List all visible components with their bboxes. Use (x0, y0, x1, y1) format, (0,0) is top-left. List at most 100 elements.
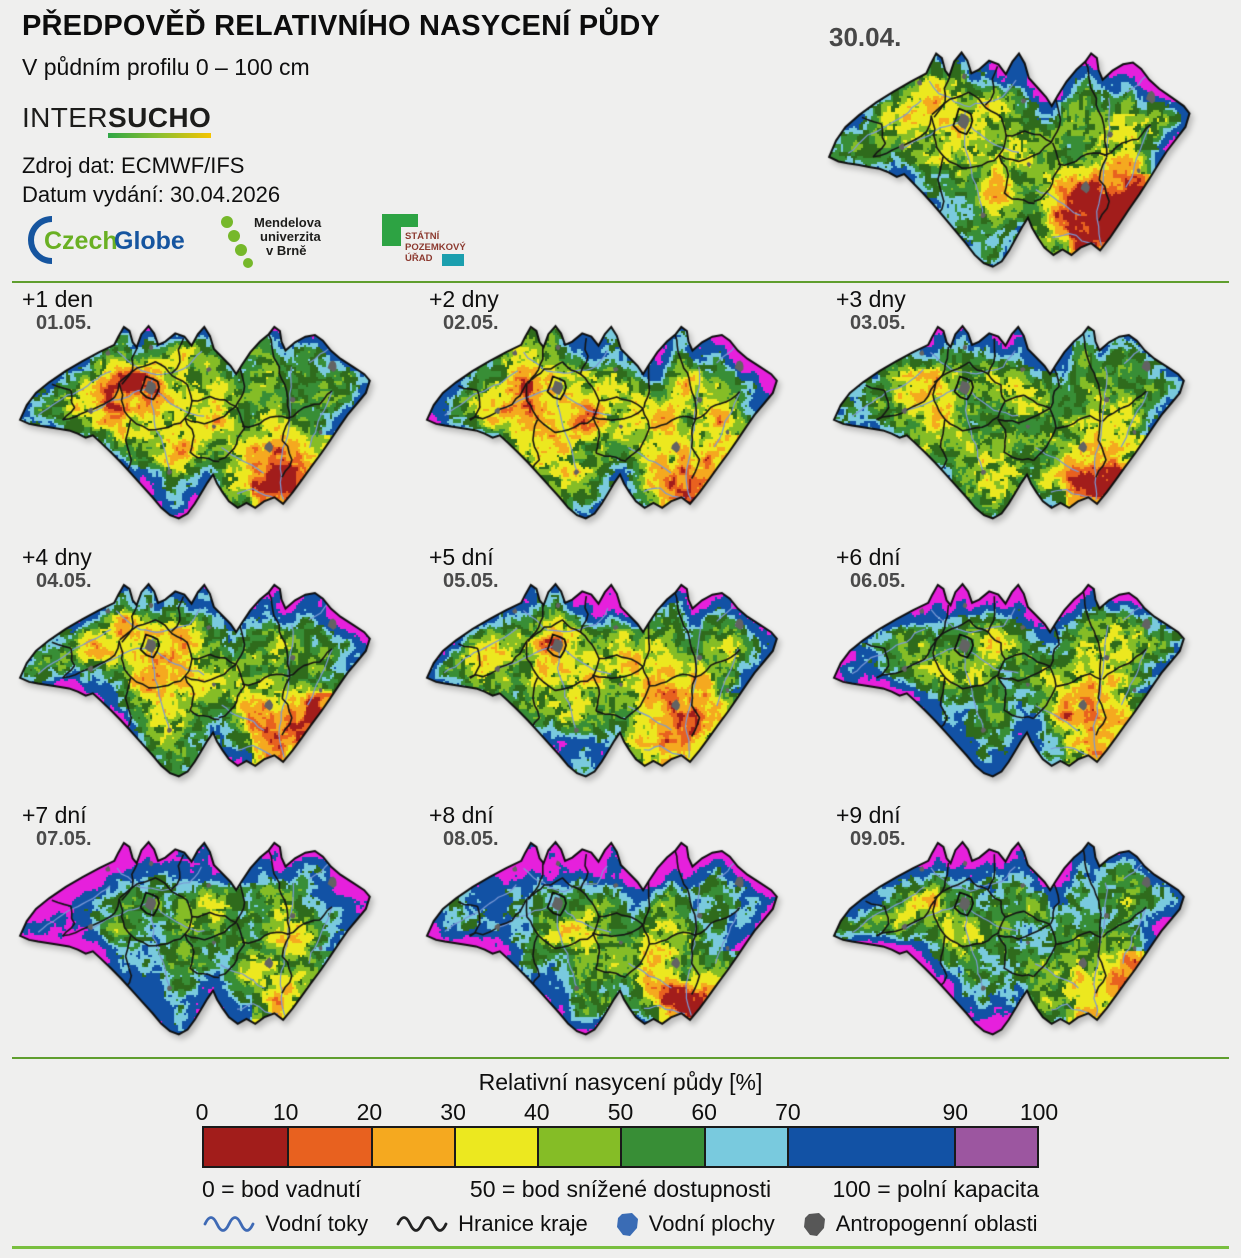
legend-symbol-rivers: Vodní toky (203, 1211, 368, 1237)
data-source: Zdroj dat: ECMWF/IFS (22, 153, 245, 178)
forecast-grid: +1 den 01.05. +2 dny 02.05. +3 dny 03.05… (0, 283, 1241, 1057)
legend-color-segment (703, 1128, 788, 1166)
urban-blob-icon (803, 1212, 825, 1236)
intersucho-logo: INTERSUCHO (22, 102, 660, 138)
legend-color-segment (537, 1128, 621, 1166)
legend-tick-label: 20 (356, 1099, 383, 1125)
mendelu-text-2: univerzita (260, 229, 321, 244)
mendelu-text-3: v Brně (266, 243, 306, 258)
mendelu-dot-icon (235, 244, 247, 256)
forecast-offset-label: +5 dní (429, 544, 494, 570)
forecast-offset-label: +4 dny (22, 544, 92, 570)
legend-ticks: 0 10 20 30 40 50 60 70 90 100 (196, 1099, 1059, 1126)
overview-map-date: 30.04. (829, 22, 902, 52)
page-title: PŘEDPOVĚĎ RELATIVNÍHO NASYCENÍ PŮDY (22, 10, 661, 42)
forecast-date-label: 07.05. (36, 828, 92, 850)
legend-tick-label: 0 (195, 1099, 209, 1125)
legend-point-label-50: 50 = bod snížené dostupnosti (469, 1176, 772, 1202)
forecast-date-label: 09.05. (850, 828, 906, 850)
czechglobe-logo: Czech Globe (28, 216, 185, 264)
forecast-offset-label: +7 dní (22, 802, 87, 828)
issue-date-line: Datum vydání: 30.04.2026 (22, 180, 660, 209)
legend: Relativní nasycení půdy [%] 0 10 20 30 40 50 6… (0, 1069, 1241, 1249)
legend-symbols: Vodní toky Hranice kraje Vodní plochy An… (0, 1211, 1241, 1237)
legend-color-segment (287, 1128, 371, 1166)
forecast-map-canvas-8 (421, 829, 819, 1041)
spu-flag-icon (382, 227, 401, 246)
forecast-date-label: 01.05. (36, 312, 92, 334)
legend-point-labels: 0 = bod vadnutí 50 = bod snížené dostupn… (202, 1176, 1039, 1204)
forecast-map-cell-5: +5 dní 05.05. (417, 541, 824, 799)
forecast-map-cell-7: +7 dní 07.05. (10, 799, 417, 1057)
forecast-map-canvas-5 (421, 571, 819, 783)
legend-color-segment (204, 1128, 288, 1166)
water-blob-icon (616, 1212, 638, 1236)
legend-color-segment (953, 1128, 1037, 1166)
forecast-date-label: 03.05. (850, 312, 906, 334)
legend-tick-label: 40 (524, 1099, 550, 1125)
forecast-offset-label: +8 dní (429, 802, 494, 828)
forecast-offset-label: +1 den (22, 286, 93, 312)
legend-symbol-label: Antropogenní oblasti (835, 1211, 1038, 1236)
legend-bar-zone: 0 10 20 30 40 50 60 70 90 100 0 = bod vadnutí 50 … (196, 1099, 1059, 1204)
forecast-date-label: 05.05. (443, 570, 499, 592)
footer-line (12, 1246, 1229, 1249)
intersucho-logo-part2: SUCHO (108, 102, 212, 138)
forecast-offset-label: +9 dní (836, 802, 901, 828)
spu-text-1: STÁTNÍ (405, 231, 440, 242)
forecast-map-canvas-9 (828, 829, 1226, 1041)
forecast-date-label: 08.05. (443, 828, 499, 850)
legend-tick-label: 30 (440, 1099, 466, 1125)
legend-point-label-100: 100 = polní kapacita (832, 1176, 1039, 1202)
mendelu-text-1: Mendelova (254, 215, 322, 230)
mendelu-logo: Mendelova univerzita v Brně (221, 215, 322, 268)
header-separator-line (12, 281, 1229, 283)
legend-symbol-water-bodies: Vodní plochy (616, 1211, 775, 1237)
legend-point-label-0: 0 = bod vadnutí (202, 1176, 362, 1202)
forecast-date-label: 02.05. (443, 312, 499, 334)
legend-title: Relativní nasycení půdy [%] (478, 1069, 763, 1095)
river-wave-icon (204, 1216, 255, 1232)
forecast-date-label: 06.05. (850, 570, 906, 592)
legend-tick-label: 10 (272, 1099, 299, 1125)
forecast-map-canvas-7 (14, 829, 412, 1041)
forecast-map-cell-9: +9 dní 09.05. (824, 799, 1231, 1057)
legend-tick-label: 100 (1019, 1099, 1059, 1125)
forecast-map-cell-6: +6 dní 06.05. (824, 541, 1231, 799)
legend-tick-label: 90 (942, 1099, 969, 1125)
spu-logo: STÁTNÍ POZEMKOVÝ ÚŘAD (382, 214, 466, 266)
legend-symbol-anthropogenic: Antropogenní oblasti (803, 1211, 1038, 1237)
legend-symbol-label: Vodní plochy (648, 1211, 775, 1236)
legend-symbol-label: Vodní toky (265, 1211, 369, 1236)
legend-color-segment (453, 1128, 538, 1166)
forecast-map-canvas-4 (14, 571, 412, 783)
mendelu-dot-icon (243, 258, 253, 268)
legend-color-segment (787, 1128, 954, 1166)
spu-teal-icon (442, 254, 464, 266)
overview-map-canvas (823, 38, 1233, 274)
forecast-map-canvas-2 (421, 313, 819, 525)
czechglobe-text-globe: Globe (114, 227, 185, 255)
header: PŘEDPOVĚĎ RELATIVNÍHO NASYCENÍ PŮDY V pů… (0, 0, 1241, 281)
issue-date-value: 30.04.2026 (169, 182, 281, 208)
forecast-offset-label: +6 dní (836, 544, 901, 570)
legend-separator-line (12, 1057, 1229, 1059)
forecast-map-cell-2: +2 dny 02.05. (417, 283, 824, 541)
mendelu-dot-icon (221, 216, 233, 228)
spu-flag-icon (382, 214, 418, 227)
meta-block: Zdroj dat: ECMWF/IFS Datum vydání: 30.04… (22, 151, 660, 209)
intersucho-logo-part1: INTER (22, 102, 108, 133)
header-text: PŘEDPOVĚĎ RELATIVNÍHO NASYCENÍ PŮDY V pů… (22, 10, 660, 209)
forecast-offset-label: +2 dny (429, 286, 499, 312)
czechglobe-arc-icon (28, 216, 53, 264)
forecast-map-cell-3: +3 dny 03.05. (824, 283, 1231, 541)
partner-logos: Czech Globe Mendelova univerzita v Brně … (22, 212, 474, 268)
page-subtitle: V půdním profilu 0 – 100 cm (22, 54, 310, 80)
border-wave-icon (396, 1216, 448, 1232)
forecast-map-canvas-6 (828, 571, 1226, 783)
legend-tick-label: 70 (775, 1099, 801, 1125)
forecast-map-cell-4: +4 dny 04.05. (10, 541, 417, 799)
czechglobe-text-czech: Czech (44, 227, 118, 255)
legend-symbol-region-border: Hranice kraje (396, 1211, 588, 1237)
